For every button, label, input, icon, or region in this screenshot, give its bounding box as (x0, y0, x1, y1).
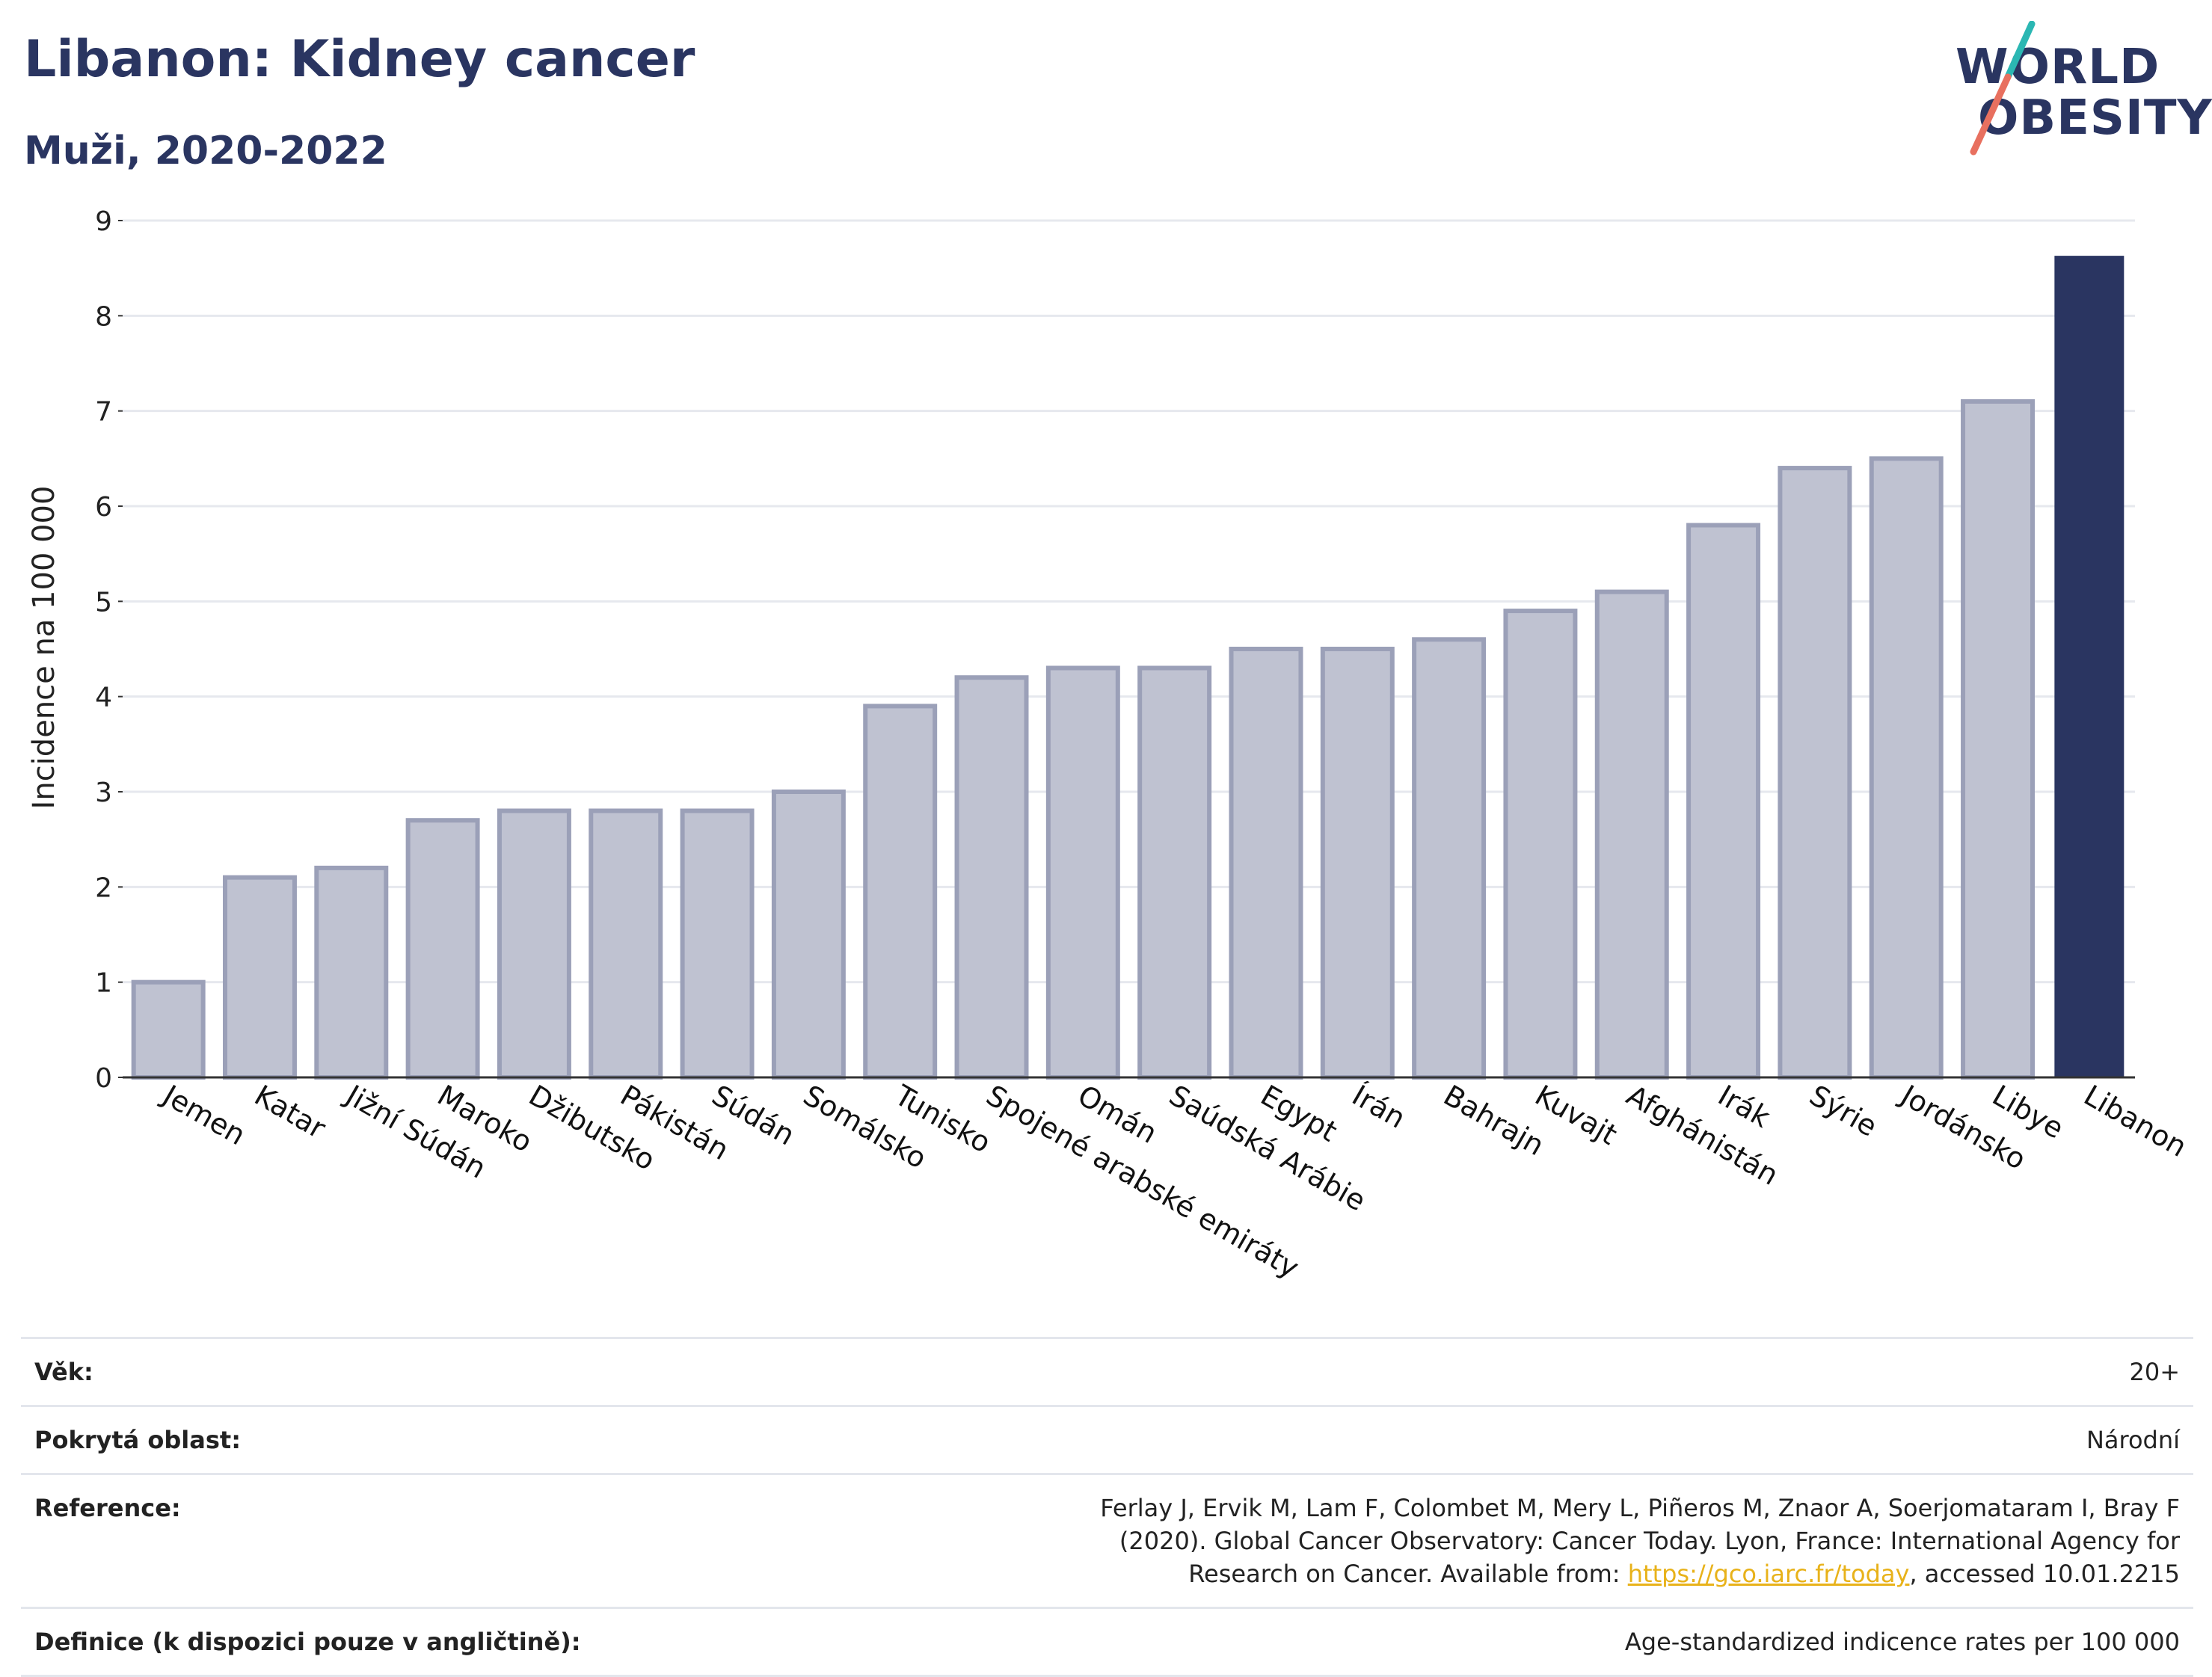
bar-kuvajt (1503, 609, 1578, 1080)
meta-row-definition: Definice (k dispozici pouze v angličtině… (21, 1607, 2193, 1676)
x-tick-label: Írán (1347, 1079, 1411, 1135)
bar-afghánistán (1594, 589, 1669, 1080)
meta-label: Pokrytá oblast: (34, 1426, 241, 1454)
logo-line1: WORLD (1956, 40, 2160, 95)
bar-egypt (1229, 647, 1303, 1080)
meta-label: Věk: (34, 1358, 93, 1386)
logo-line2: OBESITY (1978, 90, 2212, 146)
logo-slash-icon (1970, 21, 2036, 156)
bar-omán (1045, 665, 1120, 1080)
page-subtitle: Muži, 2020-2022 (24, 129, 387, 173)
y-tick-label: 8 (95, 301, 112, 332)
meta-value: Age-standardized indicence rates per 100… (1624, 1628, 2180, 1656)
x-tick-label: Katar (249, 1079, 331, 1145)
meta-value: Národní (2086, 1426, 2180, 1454)
bars (131, 256, 2125, 1080)
meta-row-age: Věk: 20+ (21, 1338, 2193, 1406)
meta-value: 20+ (2129, 1358, 2180, 1386)
bar-bahrajn (1412, 637, 1487, 1080)
page-title: Libanon: Kidney cancer (24, 30, 695, 89)
bar-saúdská-arábie (1137, 665, 1212, 1080)
bar-írán (1320, 647, 1395, 1080)
y-tick-label: 2 (95, 873, 112, 903)
bar-libanon (2054, 256, 2125, 1078)
meta-row-area: Pokrytá oblast: Národní (21, 1406, 2193, 1474)
x-tick-label: Sýrie (1804, 1079, 1882, 1143)
meta-label: Reference: (34, 1494, 181, 1522)
x-tick-label: Bahrajn (1438, 1079, 1549, 1163)
bar-jemen (131, 979, 206, 1080)
axes (118, 220, 2135, 1079)
x-tick-label: Libanon (2078, 1079, 2192, 1163)
y-tick-label: 5 (95, 587, 112, 618)
bar-libye (1961, 399, 2036, 1080)
y-tick-label: 7 (95, 397, 112, 428)
bar-pákistán (589, 808, 663, 1080)
bar-spojené-arabské-emiráty (954, 675, 1029, 1080)
meta-row-reference: Reference: Ferlay J, Ervik M, Lam F, Col… (21, 1474, 2193, 1608)
meta-value: Ferlay J, Ervik M, Lam F, Colombet M, Me… (595, 1474, 2193, 1608)
y-tick-labels: 0 1 2 3 4 5 6 7 8 9 (95, 206, 112, 1094)
reference-text: Ferlay J, Ervik M, Lam F, Colombet M, Me… (1100, 1494, 2180, 1588)
metadata-table: Věk: 20+ Pokrytá oblast: Národní Referen… (21, 1337, 2193, 1677)
meta-label: Definice (k dispozici pouze v angličtině… (34, 1628, 581, 1656)
bar-irák (1686, 523, 1761, 1080)
y-tick-label: 0 (95, 1063, 112, 1094)
bar-jordánsko (1869, 456, 1944, 1080)
bar-jižní-súdán (314, 865, 389, 1080)
x-tick-label: Jemen (156, 1078, 251, 1152)
bar-džibutsko (497, 808, 571, 1080)
bar-katar (222, 875, 297, 1080)
y-tick-label: 3 (95, 778, 112, 808)
bar-somálsko (771, 790, 846, 1080)
reference-link[interactable]: https://gco.iarc.fr/today (1627, 1560, 1910, 1588)
bar-sýrie (1778, 466, 1852, 1080)
y-tick-label: 6 (95, 492, 112, 523)
bar-súdán (680, 808, 755, 1080)
bar-tunisko (863, 704, 938, 1080)
bar-maroko (405, 818, 480, 1080)
reference-accessed: , accessed 10.01.2215 (1909, 1560, 2180, 1588)
y-tick-label: 1 (95, 968, 112, 999)
y-tick-label: 4 (95, 683, 112, 713)
y-axis-label: Incidence na 100 000 (27, 486, 61, 810)
y-tick-label: 9 (95, 206, 112, 237)
x-tick-label: Irák (1712, 1079, 1775, 1134)
world-obesity-logo: WORLD OBESITY (1956, 21, 2212, 159)
